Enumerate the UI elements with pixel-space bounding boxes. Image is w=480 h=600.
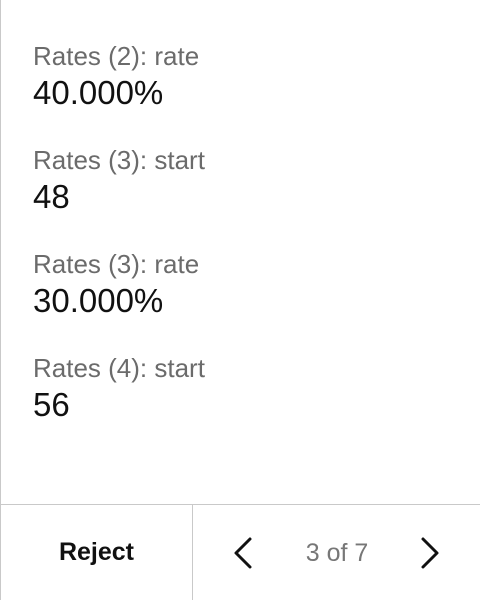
field-rates-2-rate: Rates (2): rate 40.000% [33, 40, 205, 144]
chevron-right-icon [421, 537, 439, 569]
field-label: Rates (3): start [33, 145, 205, 175]
field-rates-3-start: Rates (3): start 48 [33, 144, 205, 248]
reject-button[interactable]: Reject [1, 505, 193, 600]
field-label: Rates (2): rate [33, 41, 200, 71]
pagination: 3 of 7 [193, 505, 480, 600]
chevron-left-icon [234, 537, 252, 569]
field-value: 40.000% [33, 74, 164, 111]
field-label: Rates (3): rate [33, 249, 200, 279]
field-rates-3-rate: Rates (3): rate 30.000% [33, 248, 205, 352]
field-label: Rates (4): start [33, 353, 205, 383]
page-indicator: 3 of 7 [305, 539, 369, 567]
field-rates-4-start: Rates (4): start 56 [33, 352, 205, 456]
field-value: 56 [33, 386, 70, 423]
next-button[interactable] [412, 535, 448, 571]
field-value: 30.000% [33, 282, 164, 319]
previous-button[interactable] [225, 535, 261, 571]
field-value: 48 [33, 178, 70, 215]
field-list: Rates (2): rate 40.000% Rates (3): start… [33, 40, 205, 456]
footer-toolbar: Reject 3 of 7 [1, 504, 480, 600]
